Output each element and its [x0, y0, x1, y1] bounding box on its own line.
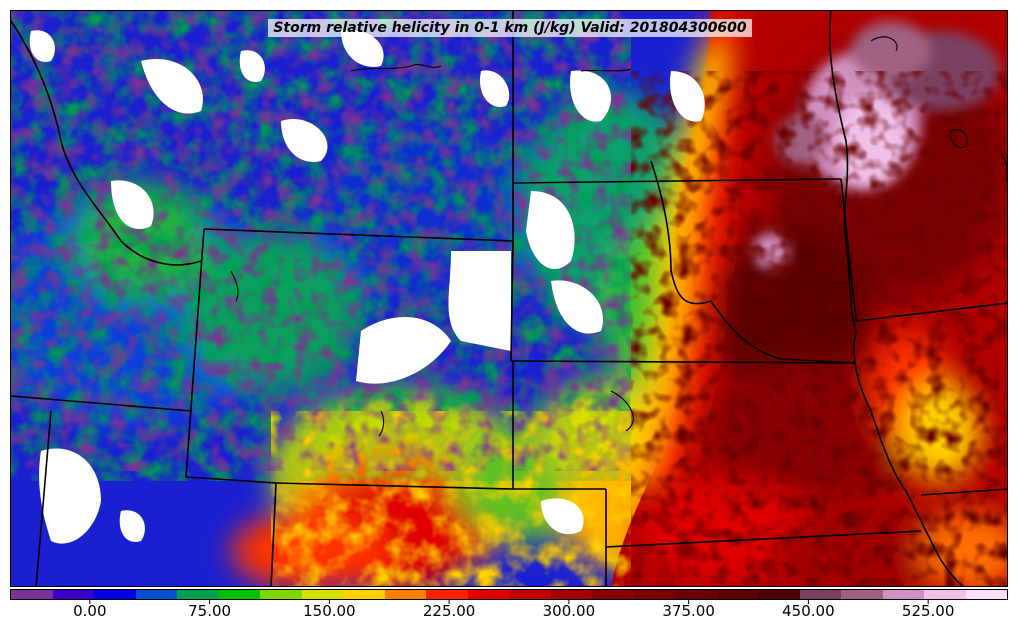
colorbar-swatch [426, 590, 468, 599]
colorbar-ticks [89, 600, 929, 604]
colorbar-labels: 0.00 75.00 150.00 225.00 300.00 375.00 450.00 5… [10, 602, 1008, 624]
colorbar-swatch [841, 590, 883, 599]
colorbar-swatch [467, 590, 509, 599]
colorbar-swatch [550, 590, 592, 599]
colorbar-swatch [509, 590, 551, 599]
colorbar-swatch [177, 590, 219, 599]
colorbar-tick-label: 375.00 [662, 602, 715, 620]
colorbar-swatch [301, 590, 343, 599]
colorbar-swatch [592, 590, 634, 599]
colorbar-swatch [218, 590, 260, 599]
colorbar-tick-label: 450.00 [782, 602, 835, 620]
colorbar-swatch [965, 590, 1007, 599]
colorbar-tick-label: 150.00 [303, 602, 356, 620]
colorbar-swatch [716, 590, 758, 599]
colorbar-swatch [882, 590, 924, 599]
colorbar-swatch [52, 590, 94, 599]
colorbar-tick-label: 525.00 [901, 602, 955, 620]
colorbar-swatch [260, 590, 302, 599]
helicity-field [11, 11, 1007, 586]
colorbar-tick-label: 225.00 [422, 602, 476, 620]
colorbar-swatch [94, 590, 136, 599]
colorbar-swatch [11, 590, 53, 599]
colorbar-swatch [343, 590, 385, 599]
colorbar [10, 589, 1008, 600]
colorbar-swatch [633, 590, 675, 599]
helicity-map [11, 11, 1007, 586]
colorbar-swatch [135, 590, 177, 599]
no-data-areas [29, 30, 705, 544]
map-panel: Storm relative helicity in 0-1 km (J/kg)… [10, 10, 1008, 587]
colorbar-swatch [384, 590, 426, 599]
state-boundaries [11, 11, 1007, 586]
water-outlines [230, 36, 1007, 437]
colorbar-tick-label: 75.00 [188, 602, 232, 620]
colorbar-swatch [758, 590, 800, 599]
colorbar-tick-label: 300.00 [542, 602, 596, 620]
colorbar-swatch [799, 590, 841, 599]
colorbar-swatch [675, 590, 717, 599]
colorbar-swatch [924, 590, 966, 599]
colorbar-tick-label: 0.00 [73, 602, 107, 620]
